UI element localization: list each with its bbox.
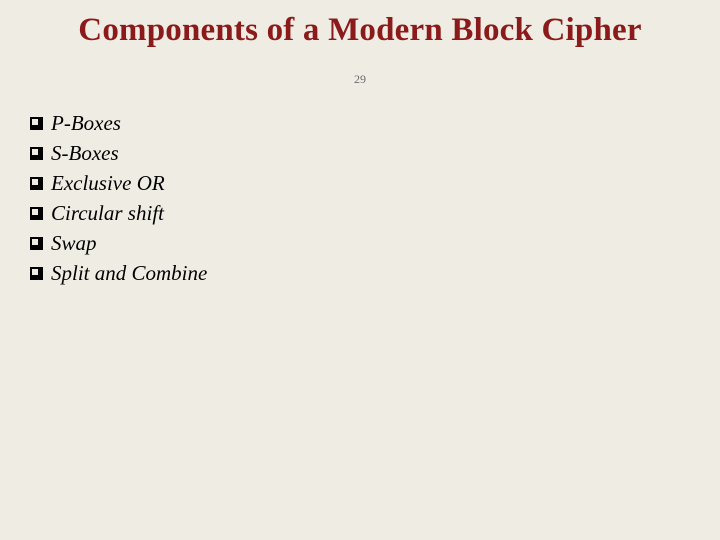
- list-item: Swap: [30, 228, 690, 258]
- bullet-label: Exclusive OR: [51, 173, 165, 194]
- checkbox-icon: [30, 237, 43, 250]
- list-item: Circular shift: [30, 198, 690, 228]
- bullet-label: Circular shift: [51, 203, 164, 224]
- bullet-label: S-Boxes: [51, 143, 119, 164]
- list-item: S-Boxes: [30, 138, 690, 168]
- bullet-label: P-Boxes: [51, 113, 121, 134]
- bullet-list: P-Boxes S-Boxes Exclusive OR Circular sh…: [30, 108, 690, 288]
- bullet-label: Split and Combine: [51, 263, 207, 284]
- checkbox-icon: [30, 147, 43, 160]
- slide: Components of a Modern Block Cipher 29 P…: [0, 0, 720, 540]
- checkbox-icon: [30, 117, 43, 130]
- checkbox-icon: [30, 207, 43, 220]
- checkbox-icon: [30, 177, 43, 190]
- slide-title: Components of a Modern Block Cipher: [0, 12, 720, 49]
- checkbox-icon: [30, 267, 43, 280]
- list-item: Exclusive OR: [30, 168, 690, 198]
- list-item: Split and Combine: [30, 258, 690, 288]
- page-number: 29: [0, 72, 720, 87]
- list-item: P-Boxes: [30, 108, 690, 138]
- bullet-label: Swap: [51, 233, 97, 254]
